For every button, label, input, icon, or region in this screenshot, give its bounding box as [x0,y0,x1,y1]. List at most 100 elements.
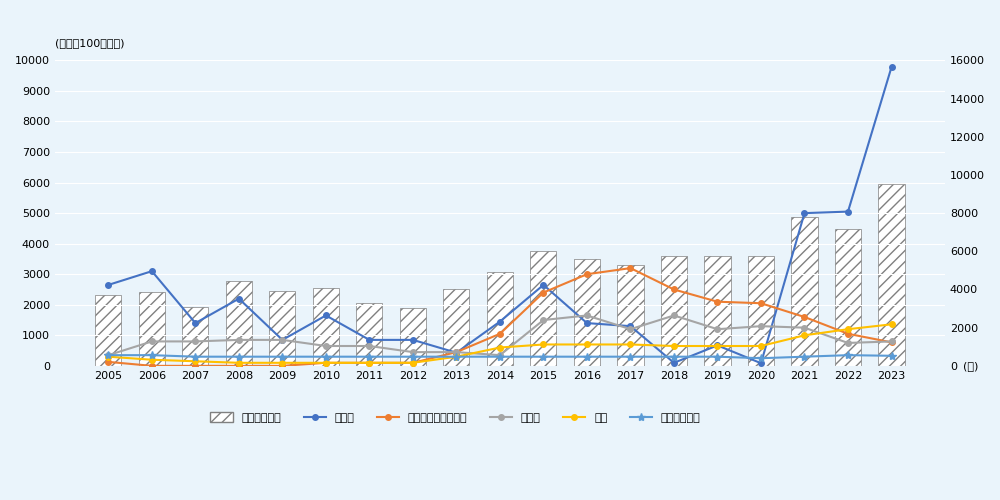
再生可能エネルギー [102,359,114,365]
通信 [581,342,593,347]
金融サービス [407,354,419,360]
再生可能エネルギー [450,349,462,355]
通信 [363,360,375,366]
Bar [704,256,731,366]
再生可能エネルギー [233,363,245,369]
金融サービス [755,355,767,361]
不動産 [798,324,810,330]
不動産 [624,326,636,332]
金融サービス [276,354,288,360]
再生可能エネルギー [581,271,593,277]
不動産 [581,312,593,318]
再生可能エネルギー [711,298,723,304]
通信 [233,360,245,366]
半導体 [537,282,549,288]
Bar [530,252,556,366]
金融サービス [189,354,201,360]
再生可能エネルギー [798,314,810,320]
半導体 [276,337,288,343]
不動産 [102,352,114,358]
Line: 半導体: 半導体 [106,64,894,366]
不動産 [494,352,506,358]
半導体 [886,64,898,70]
Line: 再生可能エネルギー: 再生可能エネルギー [106,266,894,368]
通信 [102,354,114,360]
Bar [748,256,774,366]
不動産 [146,338,158,344]
通信 [537,342,549,347]
通信 [755,343,767,349]
半導体 [624,323,636,329]
通信 [276,360,288,366]
通信 [624,342,636,347]
通信 [407,360,419,366]
金融サービス [581,354,593,360]
Line: 金融サービス: 金融サービス [104,351,896,362]
再生可能エネルギー [755,300,767,306]
不動産 [320,343,332,349]
不動産 [668,312,680,318]
半導体 [798,210,810,216]
再生可能エネルギー [624,265,636,271]
Bar [878,184,905,366]
Bar [443,290,469,366]
半導体 [320,312,332,318]
再生可能エネルギー [363,360,375,366]
通信 [711,343,723,349]
半導体 [842,208,854,214]
通信 [320,360,332,366]
再生可能エネルギー [668,286,680,292]
Bar [791,217,818,366]
Text: (単位：100万ドル): (単位：100万ドル) [55,38,124,48]
金融サービス [494,354,506,360]
金融サービス [450,354,462,360]
不動産 [755,323,767,329]
金融サービス [711,354,723,360]
半導体 [711,342,723,348]
再生可能エネルギー [276,363,288,369]
Bar [139,292,165,366]
Line: 通信: 通信 [106,322,894,366]
Bar [661,256,687,366]
Bar [226,281,252,366]
Bar [617,264,644,366]
再生可能エネルギー [146,363,158,369]
Bar [313,288,339,366]
通信 [886,322,898,328]
通信 [146,356,158,362]
不動産 [189,338,201,344]
金融サービス [102,352,114,358]
半導体 [755,360,767,366]
Bar [400,308,426,366]
半導体 [102,282,114,288]
半導体 [363,337,375,343]
不動産 [842,340,854,346]
Bar [182,306,208,366]
Bar [574,259,600,366]
金融サービス [233,354,245,360]
半導体 [450,350,462,356]
半導体 [233,296,245,302]
Text: (年): (年) [963,361,978,371]
通信 [494,344,506,350]
Bar [835,230,861,366]
Bar [356,303,382,366]
金融サービス [668,354,680,360]
Line: 不動産: 不動産 [106,312,894,358]
不動産 [711,326,723,332]
Legend: 合計（右軸）, 半導体, 再生可能エネルギー, 不動産, 通信, 金融サービス: 合計（右軸）, 半導体, 再生可能エネルギー, 不動産, 通信, 金融サービス [206,408,705,428]
再生可能エネルギー [537,290,549,296]
再生可能エネルギー [320,360,332,366]
金融サービス [320,354,332,360]
金融サービス [537,354,549,360]
不動産 [276,337,288,343]
再生可能エネルギー [842,331,854,337]
金融サービス [624,354,636,360]
通信 [450,354,462,360]
通信 [668,343,680,349]
不動産 [233,337,245,343]
金融サービス [363,354,375,360]
不動産 [450,349,462,355]
半導体 [189,320,201,326]
再生可能エネルギー [407,360,419,366]
